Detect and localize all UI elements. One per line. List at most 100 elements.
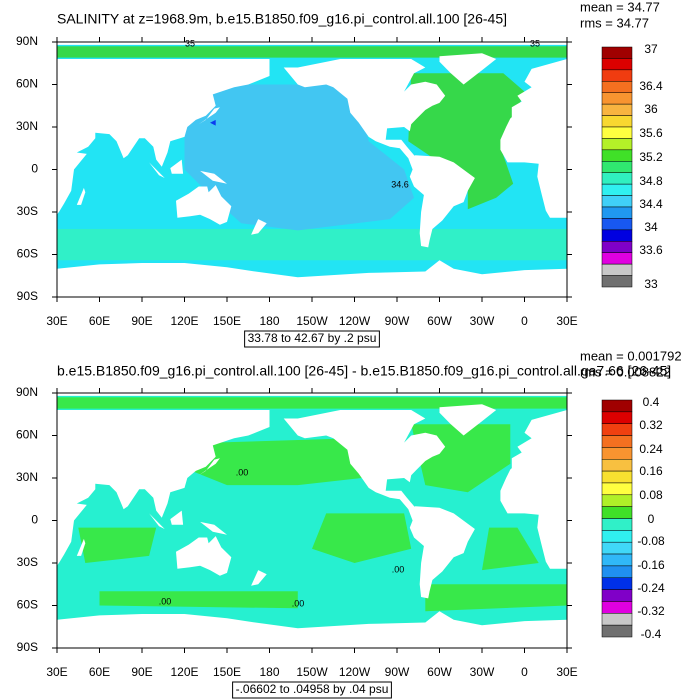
lon-label: 0 <box>521 665 528 679</box>
ocean-field <box>191 438 362 486</box>
colorbar-label: 0.4 <box>643 395 660 409</box>
colorbar-box <box>601 149 633 162</box>
colorbar-box <box>601 506 633 519</box>
colorbar-label: 37 <box>644 42 658 56</box>
colorbar-box <box>601 482 633 496</box>
ocean-field <box>312 513 412 563</box>
ocean-field <box>408 73 525 210</box>
land <box>198 107 220 125</box>
contour-label: .00 <box>292 598 305 608</box>
land <box>200 170 227 184</box>
land <box>283 59 446 159</box>
rms-stat: rms = 34.77 <box>580 15 649 30</box>
ocean-field <box>184 84 414 231</box>
lon-label: 90E <box>131 665 152 679</box>
land <box>76 187 86 205</box>
range-label: 33.78 to 42.67 by .2 psu <box>248 331 377 345</box>
colorbar-box <box>601 46 633 59</box>
lat-label: 90S <box>17 289 38 303</box>
lon-label: 120W <box>339 665 371 679</box>
colorbar-label: -0.08 <box>637 534 665 548</box>
colorbar-label: 36.4 <box>639 79 663 93</box>
land <box>439 53 497 85</box>
colorbar-box <box>601 138 633 151</box>
colorbar-box <box>601 115 633 128</box>
lat-label: 90S <box>17 640 38 654</box>
lon-label: 120E <box>170 665 198 679</box>
land <box>57 410 270 566</box>
ocean-field <box>482 527 539 571</box>
colorbar-box <box>601 577 633 590</box>
colorbar-label: 35.6 <box>639 126 663 140</box>
land <box>57 260 567 297</box>
lat-label: 30S <box>17 555 38 569</box>
lat-label: 0 <box>31 513 38 527</box>
map-panel: 90N 60N 30N 0 30S 60S 90S 30E 60E 90E 120E 150E 180 1… <box>16 0 663 348</box>
colorbar-box <box>601 252 633 265</box>
colorbar-box <box>601 553 633 567</box>
colorbar-box <box>601 411 633 424</box>
colorbar-label: -0.16 <box>637 558 665 572</box>
lon-label: 120E <box>170 314 198 328</box>
contour-label: .00 <box>392 564 405 574</box>
ocean-field <box>210 119 216 126</box>
land <box>251 219 267 235</box>
colorbar-label: 0.08 <box>639 488 663 502</box>
land <box>170 159 184 174</box>
lat-label: 60S <box>17 247 38 261</box>
colorbar-box <box>601 241 633 253</box>
colorbar-label: 34 <box>644 220 658 234</box>
lat-label: 90N <box>16 385 38 399</box>
ocean-field <box>57 229 567 261</box>
colorbar-label: -0.4 <box>641 627 662 641</box>
colorbar-label: -0.24 <box>637 581 665 595</box>
land <box>198 458 220 476</box>
lat-label: 60S <box>17 598 38 612</box>
contour-label: 35 <box>530 38 540 48</box>
lon-label: 150E <box>213 665 241 679</box>
colorbar-box <box>601 518 633 531</box>
colorbar-label: 0.24 <box>639 442 663 456</box>
lon-label: 30E <box>556 314 577 328</box>
lon-label: 150W <box>296 665 328 679</box>
colorbar-box <box>601 624 633 638</box>
lon-label: 60E <box>89 665 110 679</box>
land <box>76 538 86 556</box>
land <box>283 410 446 510</box>
map <box>57 393 567 648</box>
lon-label: 60E <box>89 314 110 328</box>
lon-label: 0 <box>521 314 528 328</box>
lon-label: 180 <box>259 665 279 679</box>
lon-label: 60W <box>427 314 452 328</box>
lat-label: 90N <box>16 34 38 48</box>
colorbar-box <box>601 565 633 579</box>
land <box>176 185 232 225</box>
colorbar-box <box>601 263 633 276</box>
colorbar-box <box>601 161 633 173</box>
colorbar-label: -0.32 <box>637 604 665 618</box>
land <box>149 513 165 529</box>
ocean-field <box>57 46 567 58</box>
colorbar-box <box>601 589 633 602</box>
colorbar-box <box>601 183 633 196</box>
ocean-field <box>99 591 298 609</box>
land <box>57 393 567 396</box>
lon-label: 30E <box>46 665 67 679</box>
colorbar-box <box>601 69 633 82</box>
colorbar-box <box>601 103 633 116</box>
lat-label: 30N <box>16 470 38 484</box>
lat-label: 60N <box>16 428 38 442</box>
land <box>408 155 475 248</box>
mean-stat: mean = 34.77 <box>580 0 660 14</box>
colorbar-box <box>601 423 633 436</box>
colorbar-label: 34.8 <box>639 174 663 188</box>
colorbar-box <box>601 58 633 71</box>
lon-label: 30W <box>470 314 495 328</box>
lon-label: 120W <box>339 314 371 328</box>
colorbar-box <box>601 541 633 555</box>
colorbar-label: 36 <box>644 102 658 116</box>
colorbar-label: 33 <box>644 277 658 291</box>
colorbar-label: 35.2 <box>639 150 663 164</box>
colorbar-box <box>601 459 633 472</box>
